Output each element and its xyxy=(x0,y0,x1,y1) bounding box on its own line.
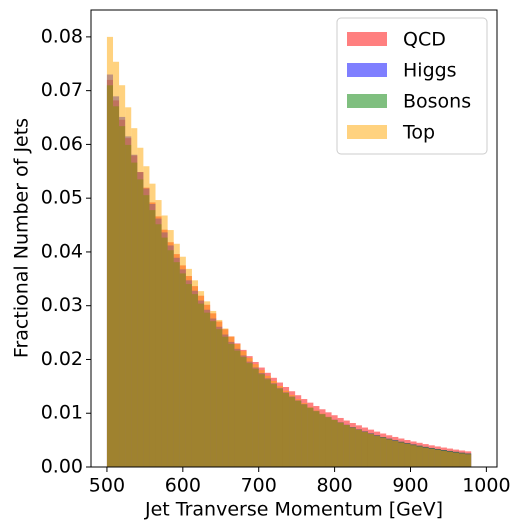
hist-bar xyxy=(416,446,423,467)
hist-bar xyxy=(404,443,411,467)
hist-bar xyxy=(252,364,259,467)
hist-bar xyxy=(361,431,368,467)
plot-frame xyxy=(90,9,498,468)
y-tick-label: 0.02 xyxy=(41,348,83,370)
legend-swatch xyxy=(347,32,387,46)
hist-bar xyxy=(452,452,460,467)
hist-bar xyxy=(131,128,138,468)
hist-bar xyxy=(289,395,296,467)
y-tick-label: 0.03 xyxy=(41,294,83,316)
hist-bar xyxy=(446,451,453,467)
y-tick-label: 0.08 xyxy=(41,25,83,47)
legend-swatch xyxy=(347,94,387,108)
y-tick-label: 0.07 xyxy=(41,79,83,101)
y-axis-label: Fractional Number of Jets xyxy=(11,118,33,358)
legend-label: Top xyxy=(402,122,435,144)
hist-bar xyxy=(465,454,472,467)
y-tick-label: 0.04 xyxy=(41,240,83,262)
hist-bar xyxy=(246,357,253,467)
hist-bar xyxy=(143,166,150,467)
x-axis-label: Jet Tranverse Momentum [GeV] xyxy=(144,499,443,521)
hist-bar xyxy=(106,36,114,467)
y-tick-label: 0.01 xyxy=(41,402,83,424)
hist-bar xyxy=(386,439,393,467)
y-tick-label: 0.05 xyxy=(41,187,83,209)
x-tick-label: 1000 xyxy=(462,475,510,497)
legend-swatch xyxy=(347,125,387,139)
hist-bar xyxy=(276,386,283,467)
hist-bar xyxy=(349,427,356,467)
hist-bar xyxy=(258,370,265,467)
hist-bar xyxy=(374,435,381,467)
x-tick-label: 900 xyxy=(392,475,428,497)
hist-bar xyxy=(234,344,241,467)
legend-box xyxy=(336,17,488,155)
legend-swatch xyxy=(347,63,387,77)
series-3 xyxy=(106,36,472,468)
x-tick-label: 700 xyxy=(241,475,277,497)
legend-label: QCD xyxy=(403,29,446,51)
hist-bar xyxy=(392,440,399,467)
legend: QCD Higgs Bosons Top xyxy=(336,17,488,155)
hist-bar xyxy=(228,336,235,467)
hist-bar xyxy=(198,291,205,467)
hist-bar xyxy=(125,107,132,467)
hist-bar xyxy=(137,147,144,467)
hist-bar xyxy=(210,310,217,467)
hist-bar xyxy=(343,424,350,467)
hist-bar xyxy=(331,419,338,467)
hist-bar xyxy=(270,381,277,467)
hist-bar xyxy=(173,243,180,467)
hist-bar xyxy=(319,413,326,467)
hist-bar xyxy=(179,256,186,467)
hist-bar xyxy=(307,406,314,467)
hist-bar xyxy=(434,449,441,467)
x-tick-label: 800 xyxy=(316,475,352,497)
hist-bar xyxy=(295,399,302,467)
hist-bar xyxy=(410,445,417,467)
hist-bar xyxy=(282,390,290,467)
hist-bar xyxy=(337,422,344,467)
legend-label: Bosons xyxy=(403,91,471,113)
hist-bar xyxy=(204,301,211,467)
hist-bar xyxy=(240,351,247,467)
hist-bar xyxy=(216,319,223,467)
hist-bar xyxy=(459,453,466,467)
hist-bar xyxy=(398,442,405,467)
hist-bar xyxy=(422,447,429,467)
hist-bar xyxy=(149,183,156,467)
hist-bar xyxy=(367,433,375,467)
hist-bar xyxy=(380,437,387,467)
hist-bar xyxy=(222,328,229,467)
x-tick-label: 500 xyxy=(89,475,125,497)
legend-label: Higgs xyxy=(403,60,457,82)
hist-bar xyxy=(428,448,435,467)
hist-bar xyxy=(119,85,126,467)
hist-bar xyxy=(161,215,168,467)
hist-bar xyxy=(325,416,332,467)
hist-bar xyxy=(185,268,192,467)
hist-bar xyxy=(113,61,120,467)
hist-bar xyxy=(301,403,308,467)
y-tick-label: 0.00 xyxy=(41,456,83,478)
hist-bar xyxy=(191,280,199,467)
hist-bar xyxy=(440,450,447,467)
y-tick-label: 0.06 xyxy=(41,133,83,155)
hist-bar xyxy=(264,375,271,467)
hist-bar xyxy=(313,410,320,467)
hist-bar xyxy=(155,200,162,468)
hist-bar xyxy=(355,429,362,467)
x-tick-label: 600 xyxy=(165,475,201,497)
hist-bar xyxy=(167,230,174,467)
